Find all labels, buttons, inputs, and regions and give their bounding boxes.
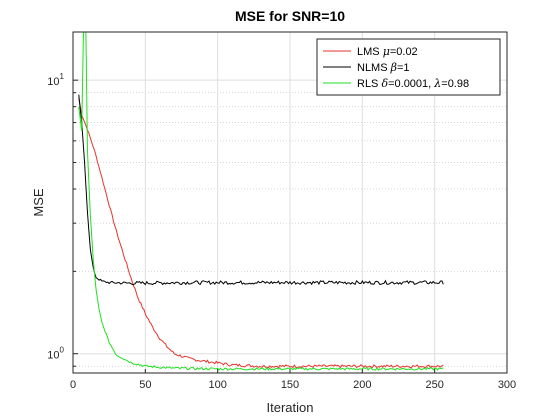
- chart-title: MSE for SNR=10: [235, 8, 345, 24]
- x-tick-label: 300: [498, 379, 516, 391]
- x-tick-label: 100: [208, 379, 226, 391]
- legend-entry: LMS μ=0.02: [357, 45, 418, 58]
- x-axis-label: Iteration: [267, 400, 314, 415]
- legend-entry: RLS δ=0.0001, λ=0.98: [357, 77, 469, 90]
- y-axis-label: MSE: [31, 188, 46, 217]
- series-line-2: [78, 32, 444, 371]
- series-line-0: [78, 98, 444, 369]
- series-line-1: [78, 94, 444, 286]
- series-lines: [78, 32, 444, 371]
- y-tick-label: 101: [47, 72, 64, 88]
- legend: LMS μ=0.02 NLMS β=1 RLS δ=0.0001, λ=0.98: [316, 38, 501, 96]
- y-tick-label: 100: [47, 346, 64, 362]
- x-tick-label: 0: [70, 379, 76, 391]
- x-tick-label: 250: [425, 379, 443, 391]
- ticks: 0 50 100 150 200 250 300 100 101: [47, 72, 516, 391]
- x-tick-label: 200: [353, 379, 371, 391]
- x-tick-label: 150: [281, 379, 299, 391]
- legend-entry: NLMS β=1: [357, 61, 410, 74]
- x-tick-label: 50: [139, 379, 151, 391]
